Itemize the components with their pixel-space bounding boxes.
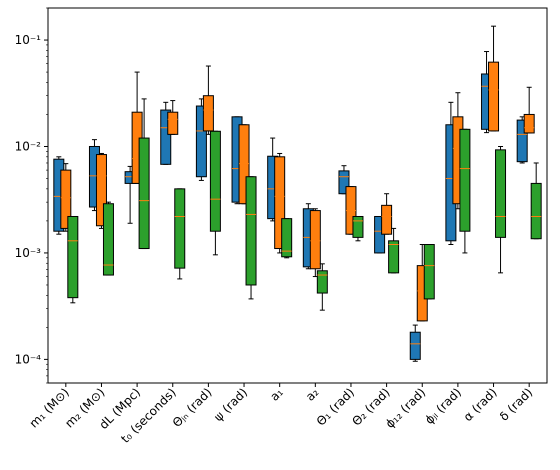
box — [316, 270, 328, 294]
plot-frame — [47, 7, 548, 384]
box — [274, 156, 286, 250]
box — [309, 210, 321, 270]
x-tick-label: α (rad) — [461, 385, 500, 424]
box — [67, 215, 79, 299]
x-tick-label: Θ₁ (rad) — [314, 385, 357, 428]
box — [459, 128, 471, 232]
box — [60, 169, 72, 229]
box — [374, 215, 386, 254]
box — [352, 215, 364, 238]
x-tick-label: a₂ — [303, 385, 322, 404]
box — [381, 204, 393, 235]
y-tick-label: 10⁻² — [15, 139, 42, 153]
box — [138, 137, 150, 250]
box — [160, 109, 172, 165]
x-tick-label: ϕⱼₗ (rad) — [422, 385, 464, 427]
box — [202, 95, 214, 132]
x-tick-label: ψ (rad) — [211, 385, 250, 424]
x-tick-label: a₁ — [267, 385, 286, 404]
box — [388, 240, 400, 274]
box — [338, 170, 350, 195]
box — [281, 218, 293, 258]
x-tick-label: δ (rad) — [497, 385, 535, 423]
box — [495, 149, 507, 238]
box — [523, 113, 535, 134]
box — [530, 182, 542, 240]
box — [95, 154, 107, 227]
box — [516, 119, 528, 163]
box — [102, 203, 114, 276]
box — [209, 130, 221, 232]
box — [174, 188, 186, 269]
box — [409, 331, 421, 360]
box — [167, 111, 179, 135]
y-tick-label: 10⁻¹ — [15, 33, 42, 47]
y-tick-label: 10⁻³ — [15, 246, 42, 260]
box — [238, 124, 250, 205]
box — [423, 244, 435, 300]
box — [488, 61, 500, 132]
x-tick-label: Θⱼₙ (rad) — [170, 385, 215, 430]
y-tick-label: 10⁻⁴ — [15, 352, 42, 366]
box — [245, 176, 257, 286]
box — [195, 105, 207, 178]
